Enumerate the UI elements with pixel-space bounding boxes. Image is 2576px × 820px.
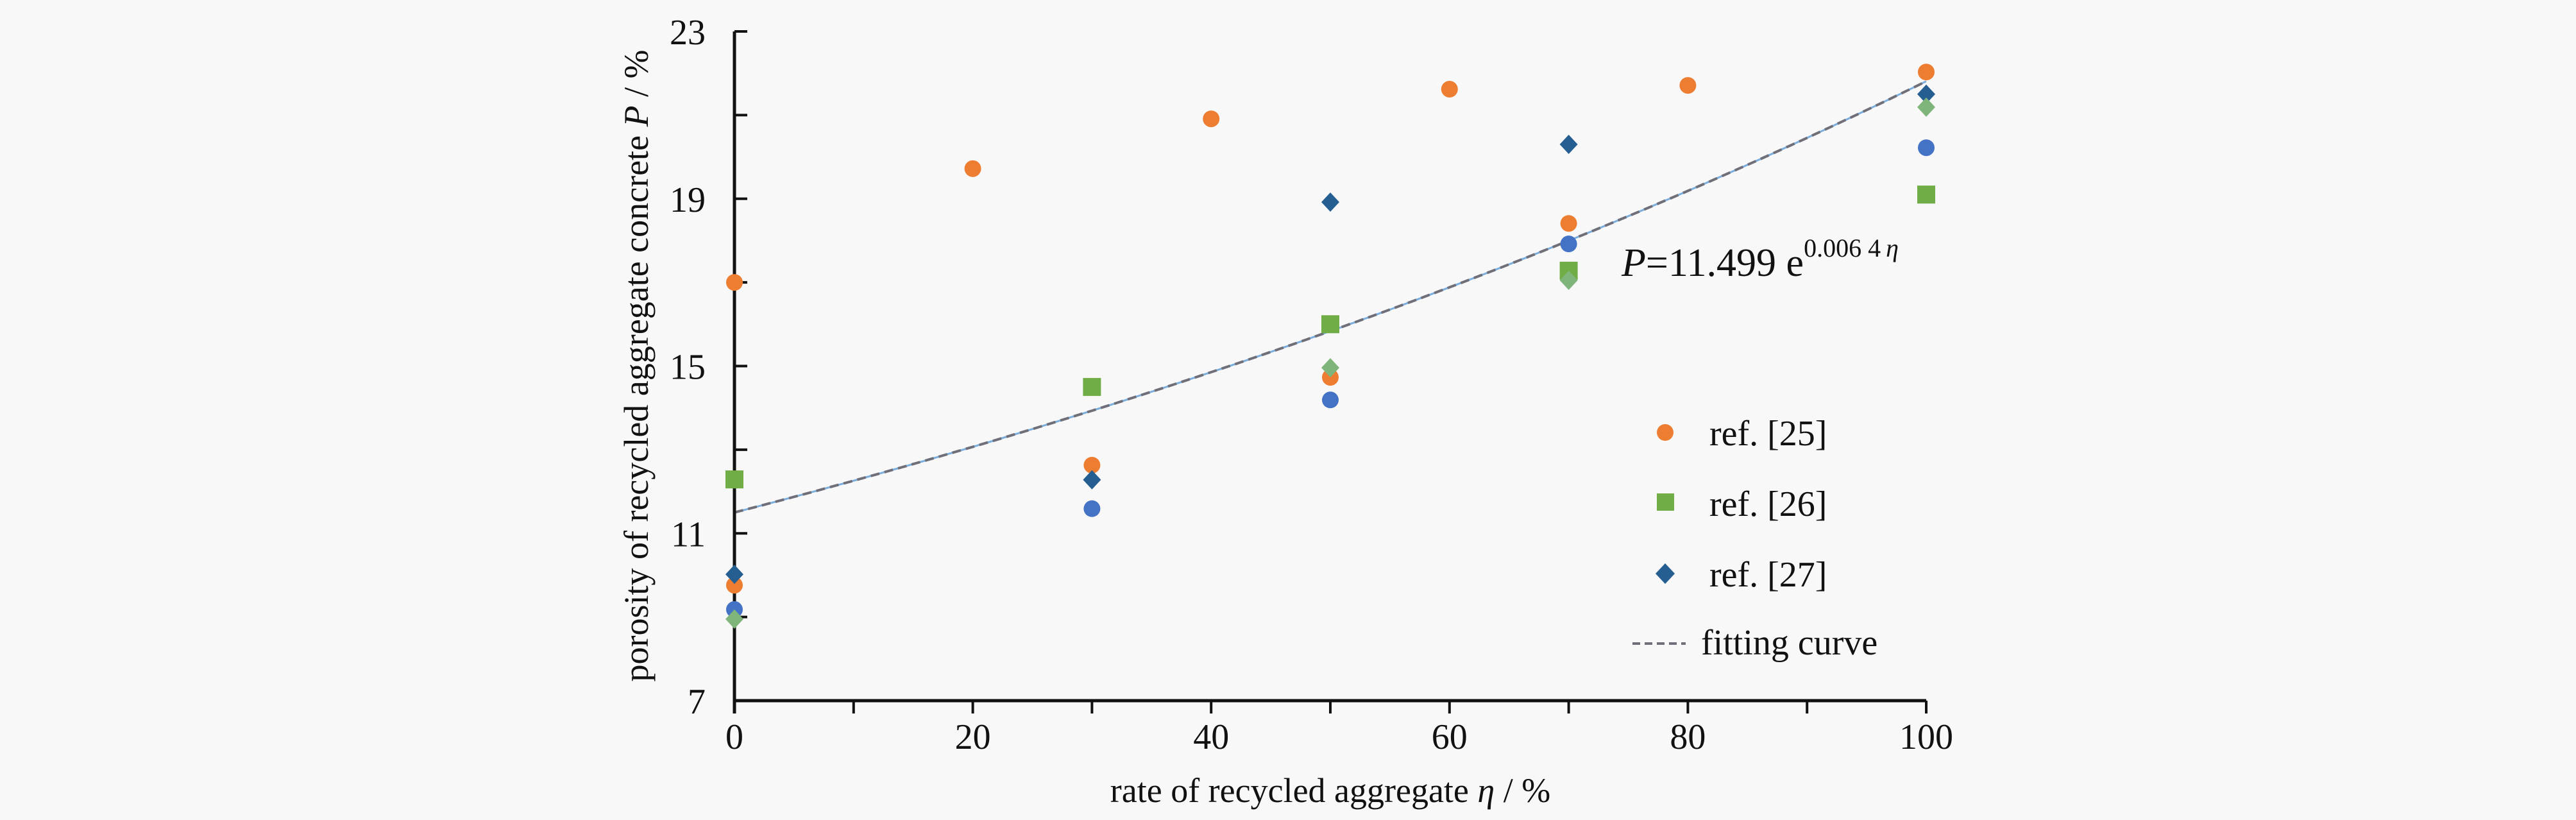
- ticks: 7 11 15 19 23 0 20 40 60 80 100: [670, 13, 1953, 757]
- data-point-square: [1321, 315, 1339, 334]
- data-point-diamond: [1917, 84, 1935, 104]
- data-point-diamond: [1559, 270, 1578, 290]
- x-tick-label: 40: [1193, 717, 1229, 757]
- data-point-circle: [1083, 500, 1101, 517]
- x-tick-label: 0: [725, 717, 743, 757]
- data-point-diamond: [725, 609, 743, 629]
- data-point-circle: [1560, 235, 1577, 253]
- series-1: [726, 64, 1935, 594]
- y-tick-label: 7: [688, 682, 706, 722]
- data-point-circle: [1322, 391, 1339, 409]
- data-point-square: [1083, 378, 1101, 397]
- legend-label: ref. [26]: [1709, 484, 1827, 524]
- data-point-diamond: [1321, 358, 1339, 378]
- data-point-circle: [726, 274, 743, 291]
- series-4: [726, 139, 1935, 618]
- y-tick-label: 23: [670, 13, 706, 53]
- legend-item-ref25: ref. [25]: [1657, 414, 1827, 454]
- y-axis-title: porosity of recycled aggregate concrete …: [617, 49, 656, 681]
- data-point-square: [1917, 185, 1935, 204]
- legend-label: ref. [27]: [1709, 555, 1827, 595]
- legend-marker-diamond: [1656, 563, 1675, 584]
- x-tick-label: 100: [1899, 717, 1953, 757]
- data-point-circle: [1203, 110, 1220, 128]
- data-point-circle: [1918, 139, 1935, 157]
- legend-marker-circle: [1657, 424, 1674, 441]
- legend-item-ref26: ref. [26]: [1657, 484, 1827, 524]
- series-3: [725, 84, 1935, 585]
- data-point-diamond: [725, 565, 743, 585]
- data-point-diamond: [1917, 97, 1935, 117]
- y-tick-label: 11: [671, 515, 706, 554]
- legend-item-fitting-curve: fitting curve: [1632, 623, 1877, 663]
- x-tick-label: 80: [1670, 717, 1706, 757]
- data-point-circle: [1560, 215, 1577, 232]
- data-point-circle: [1083, 456, 1101, 474]
- data-point-circle: [726, 577, 743, 594]
- legend-label: ref. [25]: [1709, 414, 1827, 454]
- data-point-diamond: [1559, 135, 1578, 155]
- data-point-circle: [964, 160, 981, 177]
- legend-marker-square: [1657, 493, 1674, 511]
- legend-item-ref27: ref. [27]: [1656, 555, 1827, 595]
- data-point-circle: [1441, 80, 1458, 98]
- series-5: [725, 97, 1935, 629]
- series-2: [725, 185, 1935, 489]
- y-tick-label: 19: [670, 180, 706, 220]
- legend: ref. [25] ref. [26] ref. [27] fitting cu…: [1632, 414, 1877, 663]
- x-axis-title: rate of recycled aggregate η / %: [1110, 771, 1550, 810]
- legend-label: fitting curve: [1701, 623, 1877, 663]
- x-tick-label: 20: [955, 717, 991, 757]
- y-tick-label: 15: [670, 348, 706, 388]
- data-point-diamond: [1083, 470, 1101, 490]
- data-point-diamond: [1321, 192, 1339, 212]
- data-point-square: [725, 470, 743, 489]
- data-point-circle: [1679, 77, 1697, 94]
- x-tick-label: 60: [1432, 717, 1468, 757]
- data-point-circle: [1918, 64, 1935, 81]
- data-points: [725, 64, 1935, 629]
